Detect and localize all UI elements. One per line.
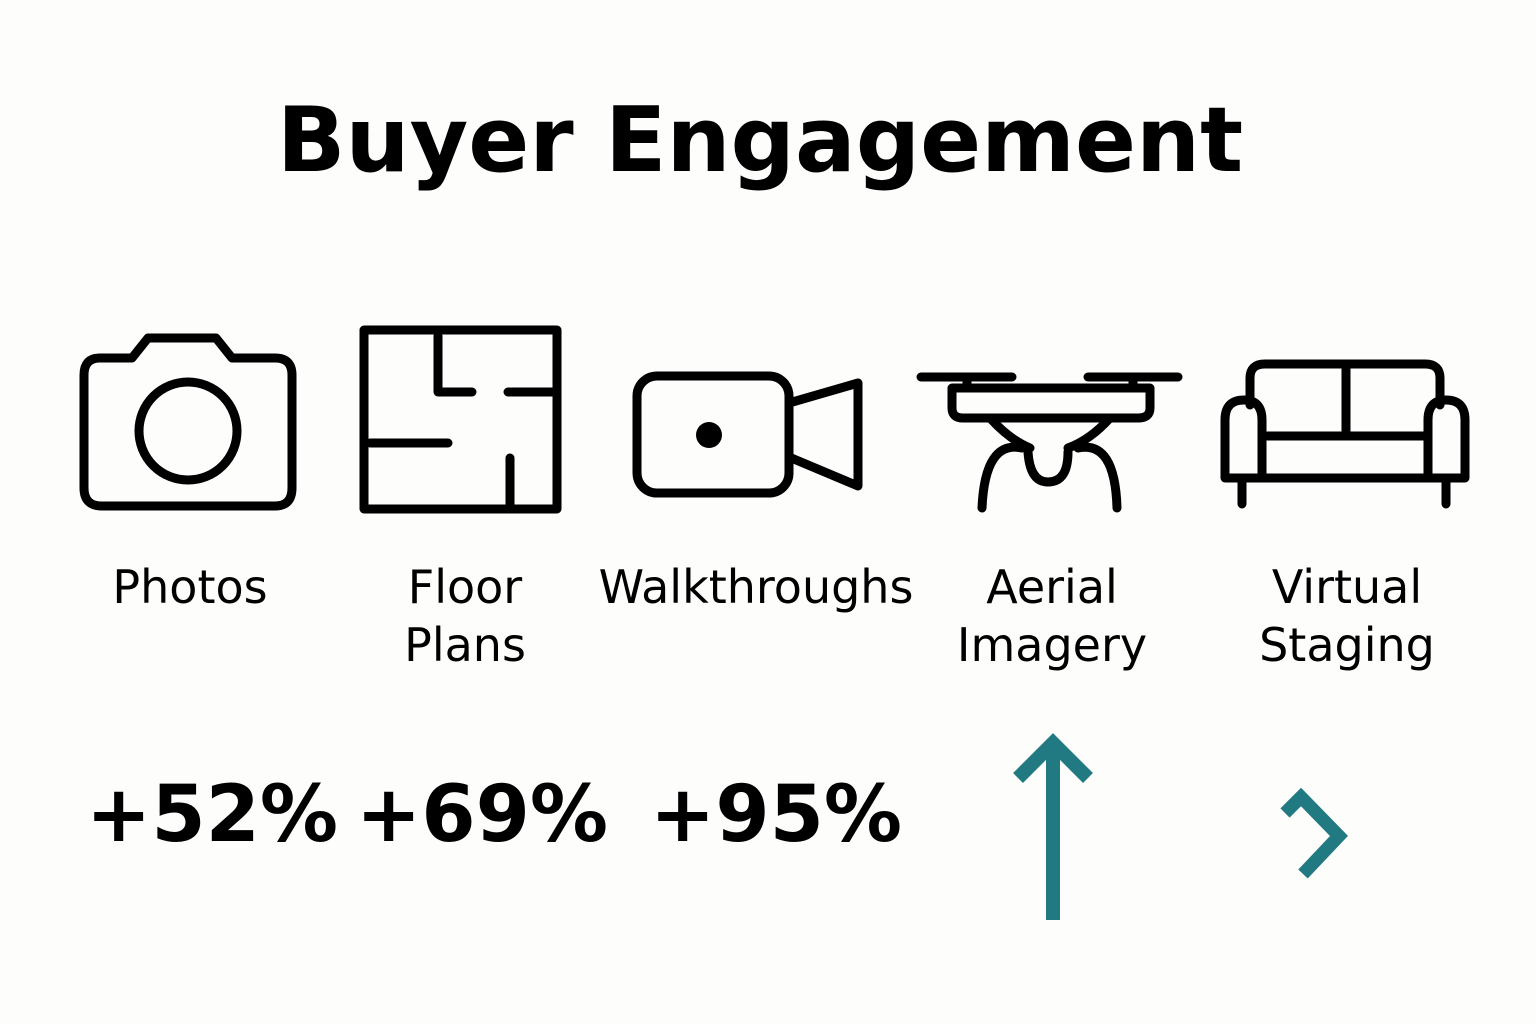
page-title: Buyer Engagement xyxy=(276,88,1244,193)
label-line: Staging xyxy=(1259,618,1435,672)
label-line: Walkthroughs xyxy=(598,560,914,614)
value-floor-plans: +69% xyxy=(356,770,609,860)
label-aerial-imagery: Aerial Imagery xyxy=(892,558,1212,674)
label-floor-plans: Floor Plans xyxy=(305,558,625,674)
arrow-up-icon xyxy=(1013,733,1093,920)
drone-icon xyxy=(916,372,1183,513)
label-line: Virtual xyxy=(1271,560,1423,614)
value-walkthroughs: +95% xyxy=(650,770,903,860)
floor-plan-icon xyxy=(359,325,562,514)
chevron-right-icon xyxy=(1280,787,1349,879)
label-virtual-staging: Virtual Staging xyxy=(1187,558,1507,674)
sofa-icon xyxy=(1220,359,1470,509)
label-photos: Photos xyxy=(30,558,350,616)
camera-icon xyxy=(79,333,297,511)
label-line: Plans xyxy=(404,618,526,672)
value-photos: +52% xyxy=(86,770,339,860)
label-line: Floor xyxy=(407,560,523,614)
label-line: Photos xyxy=(112,560,268,614)
label-line: Aerial xyxy=(986,560,1118,614)
label-line: Imagery xyxy=(956,618,1148,672)
label-walkthroughs: Walkthroughs xyxy=(596,558,916,616)
video-camera-icon xyxy=(632,371,863,498)
